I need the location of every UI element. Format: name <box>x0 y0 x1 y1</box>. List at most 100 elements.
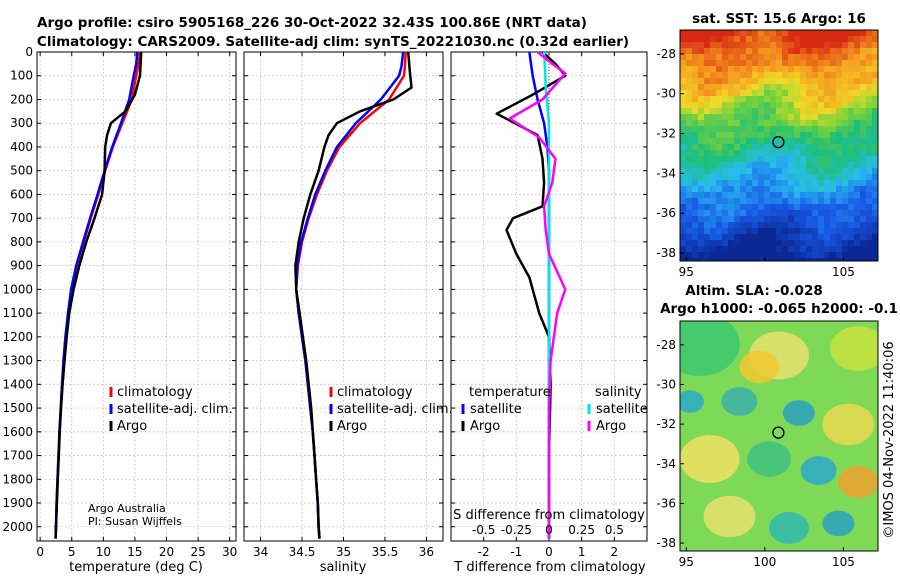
sst-cell <box>770 240 777 247</box>
sst-cell <box>770 90 777 97</box>
sst-cell <box>854 72 861 79</box>
sst-cell <box>692 186 699 193</box>
sst-cell <box>872 222 878 229</box>
sst-cell <box>854 216 861 223</box>
sst-cell <box>776 114 783 121</box>
sst-cell <box>812 66 819 73</box>
sst-cell <box>722 210 729 217</box>
sst-cell <box>824 174 831 181</box>
sst-cell <box>740 150 747 157</box>
difference-series-t-argo <box>495 52 567 539</box>
sst-cell <box>686 120 693 127</box>
sst-cell <box>710 162 717 169</box>
sst-cell <box>710 36 717 43</box>
sst-cell <box>836 192 843 199</box>
sst-cell <box>872 84 878 91</box>
sst-cell <box>818 174 825 181</box>
sst-cell <box>770 198 777 205</box>
sst-cell <box>716 198 723 205</box>
sst-cell <box>782 222 789 229</box>
sst-cell <box>830 150 837 157</box>
sst-cell <box>836 72 843 79</box>
sst-cell <box>806 78 813 85</box>
sst-cell <box>860 216 867 223</box>
sst-cell <box>710 126 717 133</box>
sst-cell <box>782 138 789 145</box>
sst-cell <box>800 132 807 139</box>
sst-cell <box>764 210 771 217</box>
sst-cell <box>734 42 741 49</box>
sst-cell <box>680 114 687 121</box>
sst-cell <box>860 114 867 121</box>
sst-cell <box>806 126 813 133</box>
sst-cell <box>854 144 861 151</box>
sst-cell <box>872 156 878 163</box>
sst-cell <box>716 174 723 181</box>
sst-cell <box>806 54 813 61</box>
sst-cell <box>758 198 765 205</box>
sst-cell <box>680 180 687 187</box>
sst-cell <box>764 228 771 235</box>
sst-cell <box>812 90 819 97</box>
sst-cell <box>830 120 837 127</box>
sst-cell <box>722 114 729 121</box>
sst-cell <box>818 252 825 259</box>
sst-cell <box>722 150 729 157</box>
sst-cell <box>758 192 765 199</box>
sst-cell <box>770 132 777 139</box>
sst-cell <box>818 114 825 121</box>
sst-cell <box>812 48 819 55</box>
sst-cell <box>740 186 747 193</box>
sst-cell <box>812 36 819 43</box>
sst-cell <box>836 210 843 217</box>
sst-cell <box>686 150 693 157</box>
sst-cell <box>716 222 723 229</box>
sst-cell <box>764 96 771 103</box>
sst-cell <box>842 210 849 217</box>
sst-cell <box>716 156 723 163</box>
sst-cell <box>800 30 807 37</box>
sst-cell <box>686 168 693 175</box>
sst-cell <box>854 66 861 73</box>
sst-cell <box>698 30 705 37</box>
sst-cell <box>842 84 849 91</box>
sst-cell <box>770 36 777 43</box>
sst-cell <box>704 168 711 175</box>
sst-cell <box>740 42 747 49</box>
sst-cell <box>842 204 849 211</box>
sst-cell <box>716 162 723 169</box>
sst-cell <box>866 234 873 241</box>
sst-cell <box>686 252 693 259</box>
sst-cell <box>854 102 861 109</box>
sst-cell <box>698 234 705 241</box>
sst-cell <box>836 132 843 139</box>
sst-cell <box>698 258 705 261</box>
sst-cell <box>812 180 819 187</box>
sst-cell <box>746 78 753 85</box>
sst-map-xtick-label: 95 <box>679 265 694 279</box>
sst-cell <box>860 72 867 79</box>
sst-cell <box>824 228 831 235</box>
sst-cell <box>746 84 753 91</box>
sst-cell <box>848 30 855 37</box>
sst-cell <box>800 84 807 91</box>
difference-series-s-satellite <box>542 52 551 539</box>
sst-cell <box>746 192 753 199</box>
sst-cell <box>842 240 849 247</box>
sst-cell <box>830 198 837 205</box>
salinity-panel: 34 34.5 35 35.5 36 <box>243 51 444 559</box>
sst-cell <box>740 168 747 175</box>
sst-cell <box>806 216 813 223</box>
sst-cell <box>854 228 861 235</box>
sst-cell <box>788 240 795 247</box>
sst-cell <box>722 90 729 97</box>
sst-cell <box>728 138 735 145</box>
sst-cell <box>698 114 705 121</box>
sst-cell <box>692 252 699 259</box>
sst-cell <box>848 246 855 253</box>
sst-cell <box>788 222 795 229</box>
sst-cell <box>842 54 849 61</box>
sst-cell <box>716 42 723 49</box>
sst-cell <box>806 180 813 187</box>
sst-cell <box>812 30 819 37</box>
